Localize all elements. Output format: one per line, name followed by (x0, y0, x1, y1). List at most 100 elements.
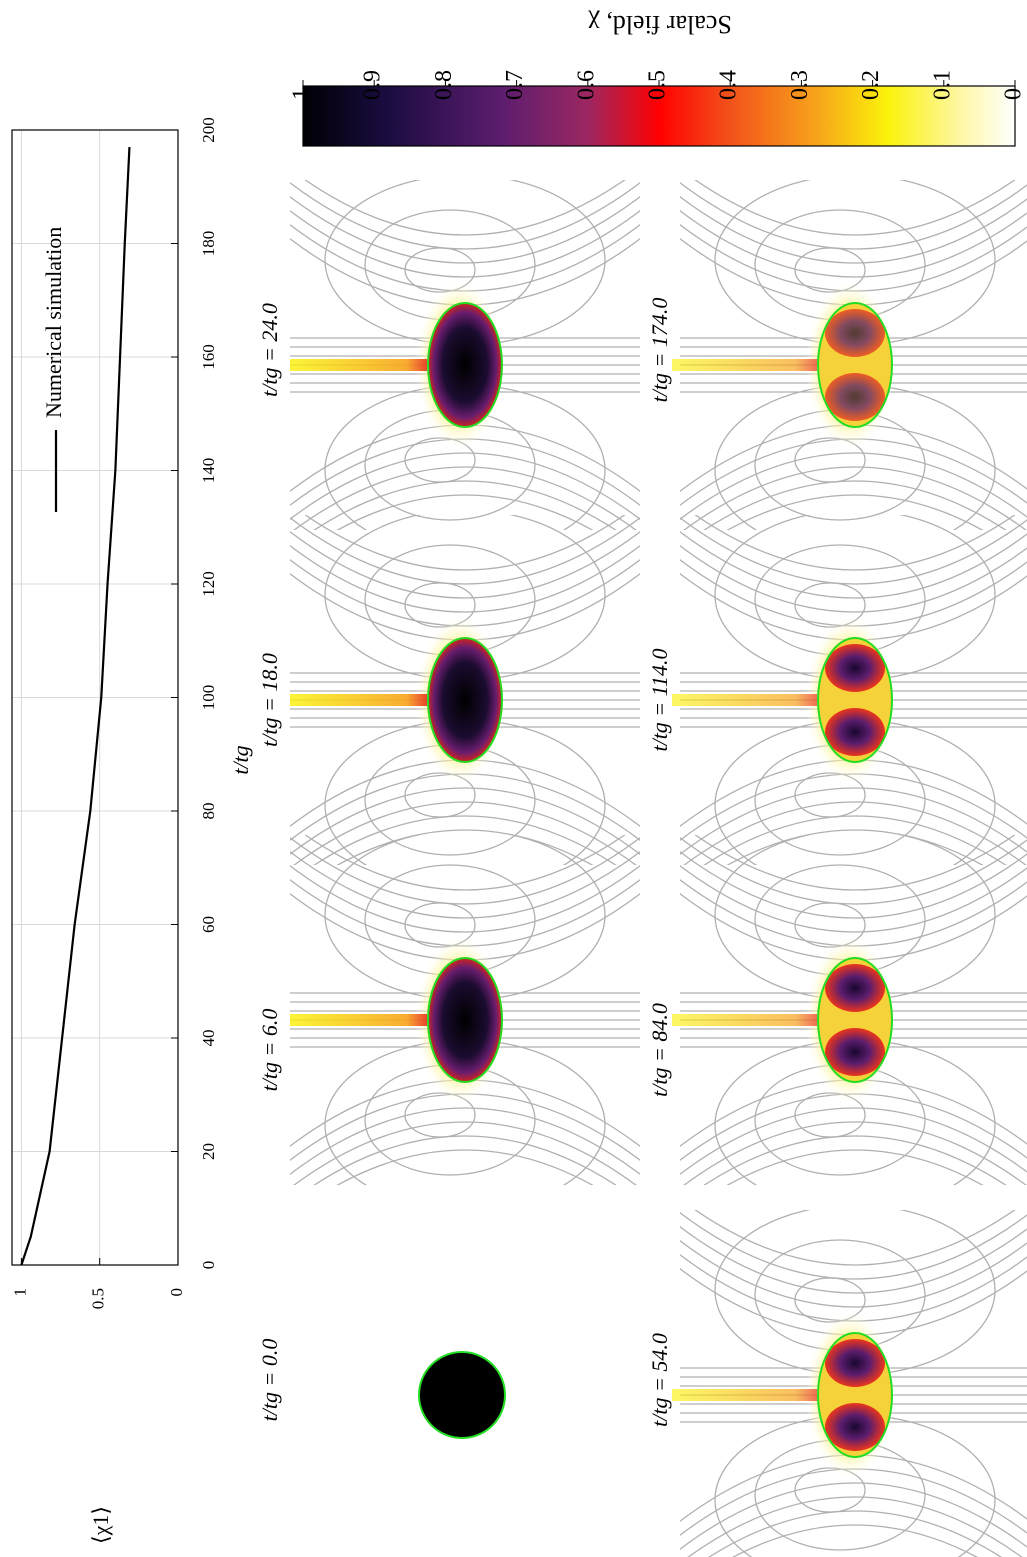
streamline (336, 829, 594, 865)
streamline (683, 1121, 1027, 1185)
tail (672, 1014, 817, 1026)
streamline (687, 1496, 1023, 1557)
streamline (683, 466, 1027, 530)
streamline (290, 516, 640, 585)
streamline (680, 787, 1027, 856)
streamline (694, 835, 1016, 891)
bubble-outline (427, 302, 503, 428)
streamline (290, 864, 640, 933)
bubble (428, 303, 502, 427)
x-tick-label: 40 (199, 1030, 218, 1047)
streamline (732, 1524, 978, 1557)
colorbar-tick-label: 1 (289, 88, 315, 100)
panel-title: t/tg = 84.0 (647, 1003, 672, 1097)
tail (290, 1014, 427, 1026)
streamline (290, 878, 640, 947)
panel: t/tg = 174.0 (647, 180, 1027, 530)
streamline (304, 515, 626, 571)
panel-title: t/tg = 6.0 (257, 1009, 282, 1092)
colorbar-tick-label: 0.8 (431, 70, 457, 100)
streamline (290, 836, 640, 905)
streamline (680, 530, 1027, 599)
streamline (293, 801, 637, 865)
streamline (290, 195, 640, 264)
streamline (703, 480, 1007, 530)
panel-title: t/tg = 18.0 (257, 653, 282, 747)
bubble-lobe (825, 708, 885, 756)
streamline (703, 815, 1007, 865)
streamline (680, 209, 1027, 278)
bubble-lobe (825, 1028, 885, 1076)
streamline (680, 850, 1027, 919)
streamline (680, 544, 1027, 613)
streamline (313, 480, 617, 530)
y-tick-label: 1 (10, 1288, 29, 1297)
x-tick-label: 80 (199, 803, 218, 820)
bubble (418, 1351, 506, 1439)
x-tick-label: 160 (199, 344, 218, 370)
colorbar-tick-label: 0.3 (787, 70, 813, 100)
bubble-lobe (825, 1403, 885, 1451)
colorbar-tick-label: 0.2 (858, 70, 884, 100)
panel: t/tg = 18.0 (257, 515, 640, 865)
streamline (290, 773, 640, 842)
streamline (290, 1107, 640, 1176)
legend-label: Numerical simulation (41, 227, 66, 418)
streamline (336, 494, 594, 530)
x-tick-label: 180 (199, 231, 218, 257)
bubble-lobe (825, 309, 885, 357)
streamline (290, 850, 640, 919)
streamline (726, 1149, 984, 1185)
colorbar-tick-label: 0.5 (645, 70, 671, 100)
x-axis-label: t/tg (228, 745, 253, 774)
streamline (290, 181, 640, 250)
colorbar-tick-label: 0.7 (502, 70, 528, 100)
streamline (290, 209, 640, 278)
streamline (290, 787, 640, 856)
panel-title: t/tg = 174.0 (647, 298, 672, 403)
streamline (313, 815, 617, 865)
panel: t/tg = 54.0 (647, 1210, 1027, 1557)
streamline (290, 223, 640, 292)
streamline (680, 836, 1027, 905)
colorbar-tick-label: 0.6 (573, 70, 599, 100)
streamline (290, 452, 640, 521)
streamline (680, 1482, 1027, 1551)
line-series (20, 146, 131, 1266)
panel: t/tg = 24.0 (257, 180, 640, 530)
streamline (726, 494, 984, 530)
panel-title: t/tg = 114.0 (647, 648, 672, 751)
panel-title: t/tg = 0.0 (257, 1339, 282, 1422)
tail (672, 1389, 817, 1401)
streamline (680, 1211, 1027, 1280)
bubble-outline (817, 1332, 893, 1458)
panel-title: t/tg = 54.0 (647, 1333, 672, 1427)
x-tick-label: 20 (199, 1143, 218, 1160)
x-tick-label: 120 (199, 571, 218, 597)
y-axis-label: ⟨χ1⟩ (88, 1506, 113, 1544)
bubble-lobe (825, 644, 885, 692)
bubble-outline (817, 302, 893, 428)
y-tick-label: 0.5 (89, 1288, 108, 1309)
streamline (680, 1225, 1027, 1294)
panel: t/tg = 114.0 (647, 515, 1027, 865)
bubble-outline (817, 637, 893, 763)
bubble-outline (817, 957, 893, 1083)
colorbar-tick-label: 0.4 (716, 70, 742, 100)
streamline (304, 180, 626, 236)
y-tick-label: 0 (167, 1288, 186, 1297)
streamline (290, 530, 640, 599)
colorbar-tick-label: 0 (1001, 88, 1027, 100)
plot-frame (11, 129, 179, 1266)
streamline (726, 829, 984, 865)
bubble-lobe (825, 964, 885, 1012)
streamline (290, 438, 640, 507)
colorbar-tick-label: 0.9 (360, 70, 386, 100)
streamline (290, 1093, 640, 1162)
panel: t/tg = 0.0 (257, 1339, 506, 1439)
bubble-outline (427, 957, 503, 1083)
colorbar-tick-label: 0.1 (929, 70, 955, 100)
bubble-lobe (825, 1339, 885, 1387)
streamline (290, 544, 640, 613)
